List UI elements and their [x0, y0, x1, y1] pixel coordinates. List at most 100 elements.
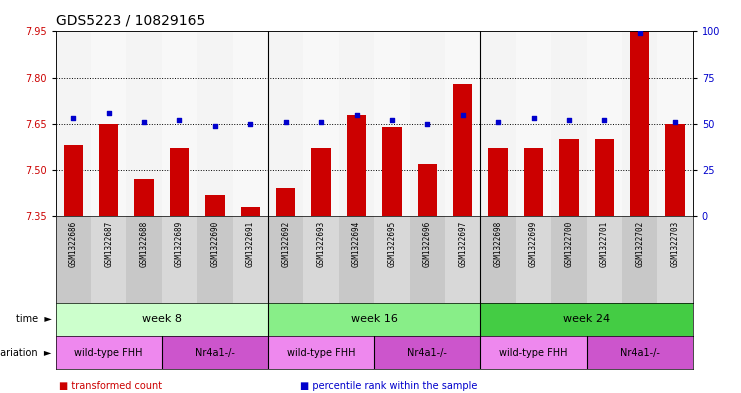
Text: Nr4a1-/-: Nr4a1-/-: [619, 348, 659, 358]
Bar: [303, 216, 339, 303]
Bar: [91, 216, 127, 303]
Text: week 16: week 16: [350, 314, 398, 324]
Bar: [241, 207, 260, 216]
Point: [563, 117, 575, 123]
Point: [173, 117, 185, 123]
Text: GSM1322696: GSM1322696: [423, 220, 432, 267]
Bar: [622, 216, 657, 303]
Text: wild-type FHH: wild-type FHH: [74, 348, 143, 358]
Point: [669, 119, 681, 125]
Bar: [657, 31, 693, 216]
Text: Nr4a1-/-: Nr4a1-/-: [195, 348, 235, 358]
Point: [422, 121, 433, 127]
Bar: [587, 336, 693, 369]
Bar: [516, 31, 551, 216]
Text: ■ transformed count: ■ transformed count: [59, 381, 162, 391]
Bar: [127, 216, 162, 303]
Bar: [197, 31, 233, 216]
Bar: [524, 149, 543, 216]
Text: Nr4a1-/-: Nr4a1-/-: [408, 348, 448, 358]
Text: time  ►: time ►: [16, 314, 52, 324]
Bar: [622, 31, 657, 216]
Text: genotype/variation  ►: genotype/variation ►: [0, 348, 52, 358]
Bar: [594, 139, 614, 216]
Bar: [551, 31, 587, 216]
Bar: [268, 31, 303, 216]
Bar: [127, 31, 162, 216]
Text: GSM1322697: GSM1322697: [458, 220, 468, 267]
Text: GSM1322703: GSM1322703: [671, 220, 679, 267]
Bar: [445, 31, 480, 216]
Bar: [445, 216, 480, 303]
Point: [138, 119, 150, 125]
Text: GDS5223 / 10829165: GDS5223 / 10829165: [56, 13, 205, 28]
Text: wild-type FHH: wild-type FHH: [287, 348, 356, 358]
Bar: [339, 216, 374, 303]
Text: GSM1322687: GSM1322687: [104, 220, 113, 267]
Bar: [488, 149, 508, 216]
Bar: [587, 31, 622, 216]
Bar: [197, 216, 233, 303]
Text: GSM1322692: GSM1322692: [281, 220, 290, 267]
Text: wild-type FHH: wild-type FHH: [499, 348, 568, 358]
Point: [599, 117, 611, 123]
Text: GSM1322686: GSM1322686: [69, 220, 78, 267]
Bar: [374, 31, 410, 216]
Bar: [162, 336, 268, 369]
Bar: [480, 216, 516, 303]
Bar: [374, 216, 410, 303]
Bar: [374, 336, 480, 369]
Bar: [56, 336, 162, 369]
Text: GSM1322701: GSM1322701: [599, 220, 609, 267]
Bar: [91, 31, 127, 216]
Bar: [162, 216, 197, 303]
Bar: [410, 216, 445, 303]
Bar: [303, 31, 339, 216]
Bar: [268, 336, 374, 369]
Point: [386, 117, 398, 123]
Bar: [56, 303, 268, 336]
Bar: [551, 216, 587, 303]
Bar: [657, 216, 693, 303]
Bar: [99, 124, 119, 216]
Text: GSM1322690: GSM1322690: [210, 220, 219, 267]
Text: GSM1322689: GSM1322689: [175, 220, 184, 267]
Bar: [410, 31, 445, 216]
Text: GSM1322688: GSM1322688: [139, 220, 149, 267]
Text: GSM1322691: GSM1322691: [246, 220, 255, 267]
Text: GSM1322695: GSM1322695: [388, 220, 396, 267]
Bar: [56, 31, 91, 216]
Bar: [311, 149, 330, 216]
Point: [67, 115, 79, 121]
Point: [528, 115, 539, 121]
Bar: [276, 189, 296, 216]
Text: week 8: week 8: [142, 314, 182, 324]
Bar: [64, 145, 83, 216]
Text: GSM1322700: GSM1322700: [565, 220, 574, 267]
Bar: [134, 179, 154, 216]
Point: [350, 111, 362, 118]
Bar: [665, 124, 685, 216]
Bar: [347, 115, 366, 216]
Bar: [205, 195, 225, 216]
Bar: [233, 31, 268, 216]
Bar: [162, 31, 197, 216]
Bar: [418, 164, 437, 216]
Text: ■ percentile rank within the sample: ■ percentile rank within the sample: [300, 381, 477, 391]
Point: [634, 30, 645, 37]
Bar: [268, 216, 303, 303]
Bar: [516, 216, 551, 303]
Bar: [480, 303, 693, 336]
Bar: [170, 149, 189, 216]
Text: GSM1322694: GSM1322694: [352, 220, 361, 267]
Bar: [480, 31, 516, 216]
Bar: [56, 216, 91, 303]
Text: GSM1322699: GSM1322699: [529, 220, 538, 267]
Bar: [382, 127, 402, 216]
Bar: [233, 216, 268, 303]
Point: [492, 119, 504, 125]
Bar: [453, 84, 473, 216]
Point: [456, 111, 468, 118]
Text: GSM1322702: GSM1322702: [635, 220, 644, 267]
Text: GSM1322698: GSM1322698: [494, 220, 502, 267]
